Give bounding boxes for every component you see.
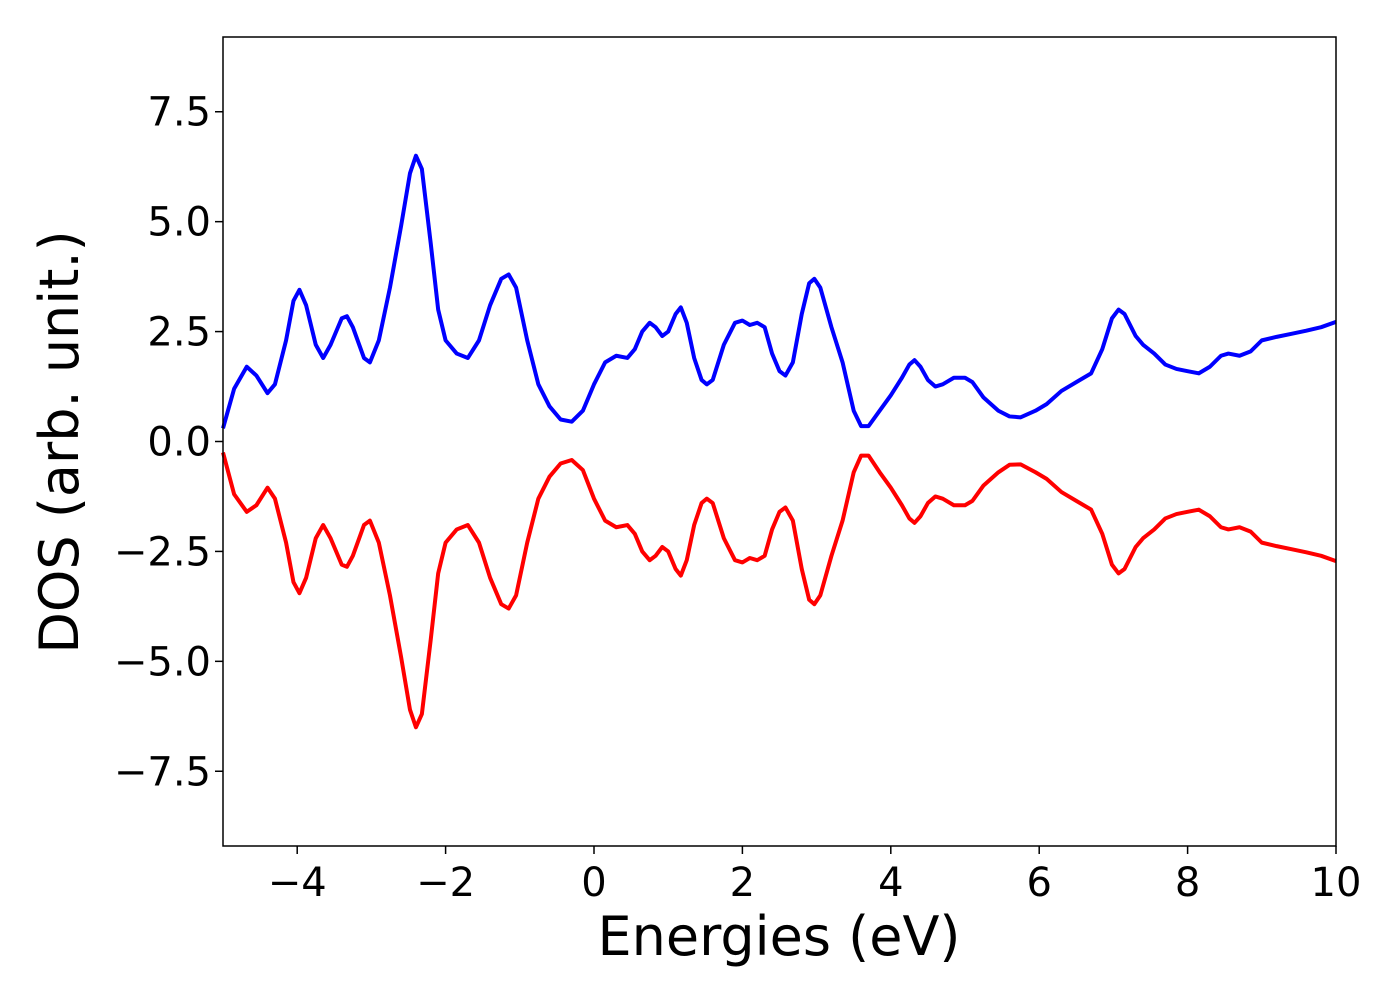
y-tick-label: −5.0 — [114, 639, 211, 685]
x-tick-label: −2 — [416, 860, 475, 906]
x-tick-label: 6 — [1026, 860, 1051, 906]
y-tick-label: −7.5 — [114, 749, 211, 795]
y-tick-label: 2.5 — [147, 310, 211, 356]
y-tick-label: 7.5 — [147, 90, 211, 136]
series-line — [221, 153, 1337, 429]
y-tick-label: 0.0 — [147, 420, 211, 466]
y-tick-label: −2.5 — [114, 529, 211, 575]
plot-frame — [222, 36, 1337, 847]
x-axis-label: Energies (eV) — [598, 905, 961, 968]
x-tick-label: 4 — [878, 860, 903, 906]
x-tick-label: 10 — [1311, 860, 1362, 906]
x-tick-label: 8 — [1175, 860, 1200, 906]
x-tick-label: −4 — [268, 860, 327, 906]
y-tick-label: 5.0 — [147, 200, 211, 246]
x-tick-label: 0 — [581, 860, 606, 906]
series-line — [221, 451, 1337, 730]
y-axis-label: DOS (arb. unit.) — [28, 230, 91, 653]
x-tick-label: 2 — [730, 860, 755, 906]
